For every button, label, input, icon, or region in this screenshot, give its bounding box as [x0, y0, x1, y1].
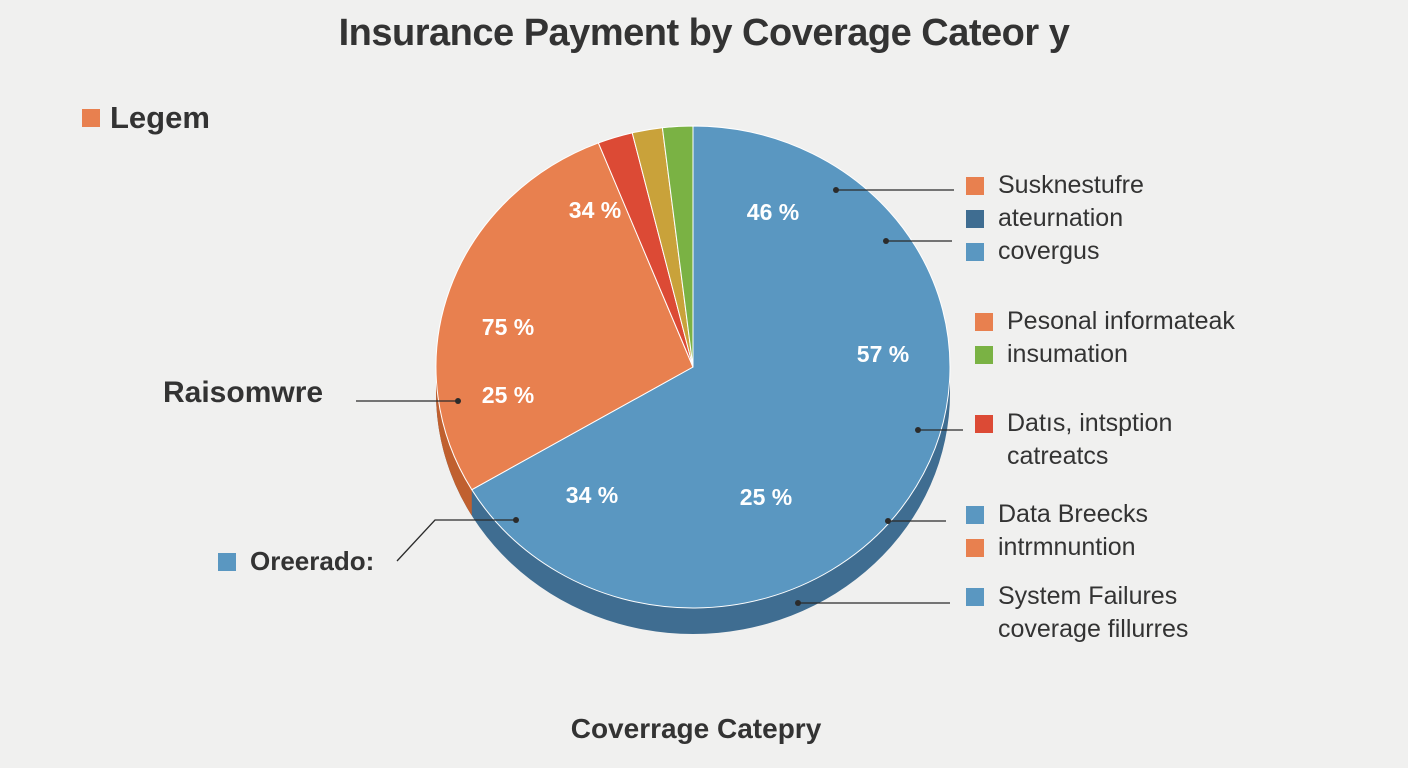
legend-item-swatch — [966, 176, 984, 195]
data-label-1: 34 % — [569, 197, 621, 223]
pie-side-wall-orange — [436, 367, 472, 516]
legend-item: covergus — [966, 235, 1144, 268]
pie-slice-1 — [471, 125, 951, 609]
pie-slice-2 — [435, 142, 694, 491]
leader-dot-4 — [885, 518, 891, 524]
overrado-label: Oreerado: — [218, 546, 374, 577]
legend-item-label: coverage fillurres — [998, 615, 1189, 643]
data-label-5: 25 % — [482, 382, 534, 408]
legend-item-swatch — [966, 242, 984, 261]
legend-item-swatch — [975, 414, 993, 433]
legend-item-label: Data Breecks — [998, 500, 1149, 528]
legend-group-1: Susknestufre ateurnation covergus — [966, 169, 1144, 268]
leader-dot-3 — [915, 427, 921, 433]
leader-line-7 — [396, 519, 516, 562]
pie-slice-5 — [661, 125, 694, 368]
overrado-swatch — [218, 552, 236, 571]
legend-item-label: catreatcs — [1007, 442, 1109, 470]
legend-group-3: Datıs, intsption catreatcs — [975, 407, 1172, 473]
x-axis-label: Coverrage Catepry — [570, 713, 822, 744]
legend-item: insumation — [975, 338, 1235, 371]
data-label-7: 25 % — [740, 484, 792, 510]
ransomware-label: Raisomwre — [163, 376, 324, 409]
legend-item: System Failures — [966, 580, 1188, 613]
leader-dot-1 — [833, 187, 839, 193]
legend-item-swatch — [966, 538, 984, 557]
leader-dot-6 — [455, 398, 461, 404]
data-label-6: 34 % — [566, 482, 618, 508]
legend-item-swatch — [966, 209, 984, 228]
legend-item-label: ateurnation — [998, 204, 1124, 232]
legend-item-label: System Failures — [998, 582, 1178, 610]
legend-item: intrmnuntion — [966, 531, 1148, 564]
legend-item: catreatcs — [975, 440, 1172, 473]
legend-item-swatch — [975, 345, 993, 364]
leader-dot-5 — [795, 600, 801, 606]
legend-group-5: System Failures coverage fillurres — [966, 580, 1188, 646]
legend-item-label: insumation — [1007, 340, 1128, 368]
data-label-2: 46 % — [747, 199, 799, 225]
overrado-label-text: Oreerado: — [250, 546, 375, 576]
chart-title: Insurance Payment by Coverage Cateor y — [338, 12, 1070, 54]
legend-group-2: Pesonal informateak insumation — [975, 305, 1235, 371]
leader-dot-2 — [883, 238, 889, 244]
legend-item: Data Breecks — [966, 498, 1148, 531]
legend-item-label: Datıs, intsption — [1007, 409, 1173, 437]
legend-group-4: Data Breecks intrmnuntion — [966, 498, 1148, 564]
legend-item-label: intrmnuntion — [998, 533, 1136, 561]
legend-item-label: Susknestufre — [998, 171, 1144, 199]
legend-item: Datıs, intsption — [975, 407, 1172, 440]
legend-item-swatch — [975, 312, 993, 331]
legend-item-label: covergus — [998, 237, 1100, 265]
data-label-3: 75 % — [482, 314, 534, 340]
legend-header-label: Legem — [110, 100, 210, 135]
legend-item-swatch — [966, 505, 984, 524]
legend-header: Legem — [82, 100, 210, 136]
legend-item: coverage fillurres — [966, 613, 1188, 646]
legend-item: ateurnation — [966, 202, 1144, 235]
data-label-4: 57 % — [857, 341, 909, 367]
legend-item-swatch — [966, 587, 984, 606]
leader-dot-7 — [513, 517, 519, 523]
legend-item-label: Pesonal informateak — [1007, 307, 1235, 335]
legend-item: Pesonal informateak — [975, 305, 1235, 338]
legend-item: Susknestufre — [966, 169, 1144, 202]
legend-header-swatch — [82, 109, 100, 127]
